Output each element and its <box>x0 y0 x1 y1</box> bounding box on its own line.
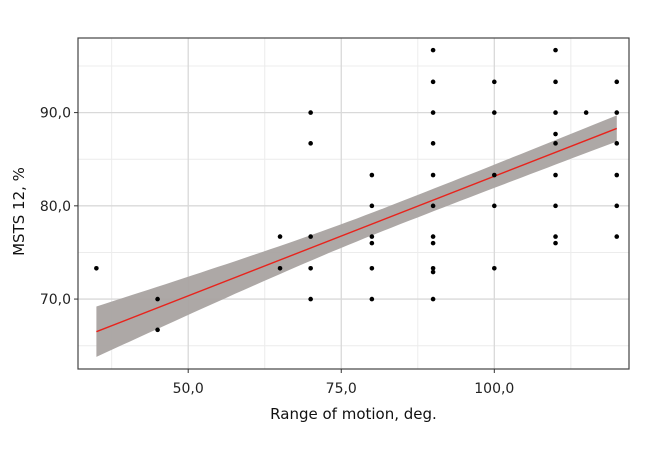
y-tick-label: 90,0 <box>40 106 71 122</box>
x-tick-label: 50,0 <box>173 381 204 397</box>
data-point <box>583 110 589 115</box>
data-point <box>614 79 620 85</box>
trend-line <box>96 127 618 333</box>
data-point <box>369 234 375 239</box>
data-point <box>614 110 620 115</box>
y-tick-label: 70,0 <box>40 292 71 308</box>
x-tick-label: 75,0 <box>326 381 357 397</box>
data-point <box>553 203 558 209</box>
data-point <box>430 203 436 209</box>
data-point <box>308 141 313 146</box>
data-point <box>492 203 497 209</box>
data-point <box>430 110 436 115</box>
plot-panel-border <box>77 37 630 370</box>
data-point <box>553 172 558 178</box>
data-point <box>277 234 283 239</box>
data-point <box>430 266 436 271</box>
trend-line-group <box>96 127 618 333</box>
data-point <box>614 172 620 178</box>
data-point <box>430 240 436 246</box>
confidence-band-group <box>96 115 617 357</box>
data-point <box>553 240 558 246</box>
data-point <box>614 203 620 209</box>
data-point <box>614 141 620 146</box>
data-point <box>369 240 375 246</box>
data-point <box>492 79 497 85</box>
data-point <box>430 269 436 275</box>
data-point <box>430 296 436 302</box>
y-axis-title: MSTS 12, % <box>10 167 28 256</box>
x-tick-label: 100,0 <box>474 381 514 397</box>
data-point <box>308 110 313 115</box>
y-tick-label: 80,0 <box>40 199 71 215</box>
data-points <box>94 47 620 333</box>
data-point <box>553 110 558 115</box>
data-point <box>308 296 313 302</box>
data-point <box>553 141 558 146</box>
data-point <box>492 266 497 271</box>
data-point <box>430 172 436 178</box>
data-point <box>553 131 558 137</box>
data-point <box>553 79 558 85</box>
data-point <box>369 172 375 178</box>
confidence-band <box>96 115 617 357</box>
data-point <box>369 203 375 209</box>
data-point <box>430 234 436 239</box>
data-point <box>553 47 558 53</box>
data-point <box>614 234 620 239</box>
data-point <box>308 266 313 271</box>
data-point <box>155 296 160 302</box>
data-point <box>369 266 375 271</box>
axis-ticks: 50,0 75,0 100,0 70,0 80,0 90,0 <box>40 106 515 397</box>
data-point <box>369 296 375 302</box>
data-point <box>492 110 497 115</box>
data-point <box>430 47 436 53</box>
data-point <box>430 79 436 85</box>
data-point <box>553 234 558 239</box>
data-point <box>155 327 160 333</box>
data-point <box>308 234 313 239</box>
data-point <box>94 266 99 271</box>
data-point <box>430 141 436 146</box>
data-point <box>277 266 283 271</box>
data-point <box>492 172 497 178</box>
x-axis-title: Range of motion, deg. <box>270 405 437 423</box>
